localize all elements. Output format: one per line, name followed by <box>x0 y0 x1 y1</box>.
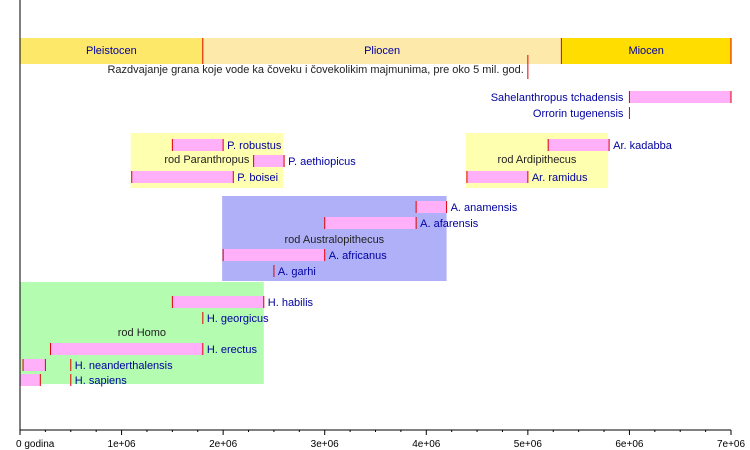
epoch-pliocen <box>202 38 562 64</box>
epoch-band: Pleistocen Pliocen Miocen Razdvajanje grana… <box>19 38 732 79</box>
species-label: A. afarensis <box>420 218 479 230</box>
species-bar <box>223 249 325 261</box>
group-box <box>222 196 447 281</box>
species-bar <box>324 217 417 229</box>
group-label: rod Paranthropus <box>164 154 249 166</box>
x-tick-label: 7e+06 <box>717 439 746 450</box>
species-bars: Sahelanthropus tchadensis Orrorin tugenen… <box>19 91 732 387</box>
species-label: Sahelanthropus tchadensis <box>491 92 624 104</box>
split-annotation: Razdvajanje grana koje vode ka čoveku i … <box>107 64 523 76</box>
species-label: Ar. ramidus <box>532 172 588 184</box>
species-bar <box>416 201 447 213</box>
species-bar <box>20 374 41 386</box>
species-bar <box>172 139 224 151</box>
species-label: H. habilis <box>268 297 314 309</box>
species-bar <box>131 171 234 183</box>
x-tick-label: 6e+06 <box>615 439 644 450</box>
species-label: Orrorin tugenensis <box>533 108 624 120</box>
species-label: H. sapiens <box>75 375 127 387</box>
species-bar <box>23 359 46 371</box>
species-label: P. robustus <box>227 140 282 152</box>
x-tick-label: 2e+06 <box>209 439 238 450</box>
species-label: A. garhi <box>278 266 316 278</box>
species-label: H. erectus <box>207 344 258 356</box>
epoch-pleistocen <box>20 38 203 64</box>
x-tick-label: 3e+06 <box>311 439 340 450</box>
species-bar <box>172 296 264 308</box>
x-origin-label: 0 godina <box>16 439 55 450</box>
x-tick-label: 1e+06 <box>108 439 137 450</box>
species-label: P. aethiopicus <box>288 156 356 168</box>
species-bar <box>548 139 610 151</box>
species-label: Ar. kadabba <box>613 140 673 152</box>
epoch-label: Pleistocen <box>86 45 137 57</box>
species-label: A. africanus <box>329 250 388 262</box>
species-label: H. neanderthalensis <box>75 360 173 372</box>
species-bar <box>466 171 528 183</box>
group-label: rod Ardipithecus <box>498 154 577 166</box>
epoch-miocen <box>561 38 731 64</box>
species-label: A. anamensis <box>451 202 518 214</box>
species-bar <box>253 155 285 167</box>
group-label: rod Homo <box>118 327 166 339</box>
species-label: P. boisei <box>237 172 278 184</box>
species-label: H. georgicus <box>207 313 269 325</box>
x-tick-label: 4e+06 <box>412 439 441 450</box>
x-axis: 0 godina 1e+06 2e+06 3e+06 4e+06 5e+06 6e+06 7e… <box>16 0 745 450</box>
x-tick-label: 5e+06 <box>514 439 543 450</box>
epoch-label: Miocen <box>628 45 663 57</box>
species-bar <box>50 343 203 355</box>
epoch-label: Pliocen <box>364 45 400 57</box>
species-bar <box>629 91 731 103</box>
group-label: rod Australopithecus <box>285 234 385 246</box>
